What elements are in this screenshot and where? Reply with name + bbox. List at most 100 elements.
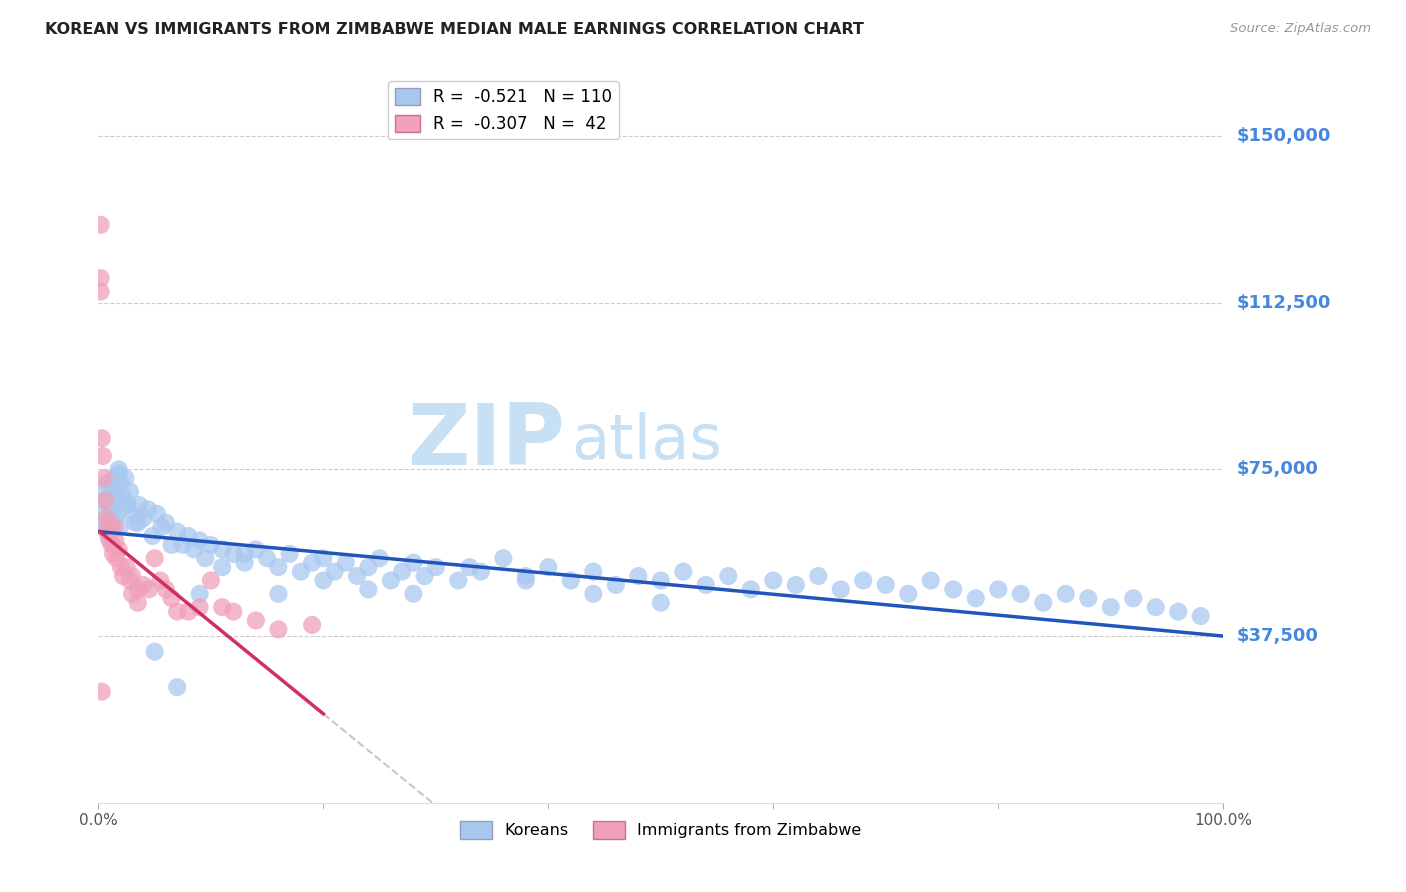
Point bbox=[965, 591, 987, 606]
Point bbox=[93, 471, 115, 485]
Legend: Koreans, Immigrants from Zimbabwe: Koreans, Immigrants from Zimbabwe bbox=[454, 814, 868, 846]
Text: $75,000: $75,000 bbox=[1237, 460, 1319, 478]
Point bbox=[114, 471, 136, 485]
Point bbox=[830, 582, 852, 597]
Point bbox=[90, 271, 112, 285]
Point bbox=[188, 587, 211, 601]
Point bbox=[188, 533, 211, 548]
Point bbox=[177, 605, 200, 619]
Point bbox=[127, 582, 149, 597]
Point bbox=[335, 556, 357, 570]
Point bbox=[323, 565, 346, 579]
Point bbox=[110, 560, 132, 574]
Point bbox=[101, 538, 124, 552]
Text: atlas: atlas bbox=[571, 411, 721, 472]
Point bbox=[107, 462, 129, 476]
Point bbox=[413, 569, 436, 583]
Point bbox=[141, 529, 163, 543]
Point bbox=[100, 480, 122, 494]
Point bbox=[118, 484, 141, 499]
Point bbox=[650, 574, 672, 588]
Point bbox=[194, 551, 217, 566]
Point bbox=[875, 578, 897, 592]
Point bbox=[103, 511, 125, 525]
Point bbox=[492, 551, 515, 566]
Point bbox=[740, 582, 762, 597]
Point bbox=[97, 529, 120, 543]
Point bbox=[582, 565, 605, 579]
Point bbox=[447, 574, 470, 588]
Point bbox=[425, 560, 447, 574]
Point bbox=[96, 516, 118, 530]
Point bbox=[90, 684, 112, 698]
Point bbox=[515, 569, 537, 583]
Point bbox=[117, 498, 139, 512]
Point bbox=[107, 467, 129, 481]
Point bbox=[166, 680, 188, 694]
Point bbox=[1010, 587, 1032, 601]
Point bbox=[346, 569, 368, 583]
Point bbox=[458, 560, 481, 574]
Point bbox=[104, 484, 127, 499]
Point bbox=[177, 529, 200, 543]
Point bbox=[200, 538, 222, 552]
Point bbox=[267, 587, 290, 601]
Point bbox=[852, 574, 875, 588]
Point bbox=[211, 600, 233, 615]
Point bbox=[124, 516, 146, 530]
Point bbox=[762, 574, 785, 588]
Point bbox=[211, 542, 233, 557]
Point bbox=[104, 533, 127, 548]
Point bbox=[172, 538, 194, 552]
Point bbox=[391, 565, 413, 579]
Point bbox=[222, 547, 245, 561]
Point bbox=[290, 565, 312, 579]
Point bbox=[149, 574, 172, 588]
Point bbox=[402, 556, 425, 570]
Point bbox=[138, 582, 160, 597]
Point bbox=[470, 565, 492, 579]
Point bbox=[128, 498, 150, 512]
Point bbox=[146, 507, 169, 521]
Point bbox=[90, 520, 112, 534]
Point bbox=[312, 551, 335, 566]
Point bbox=[121, 569, 143, 583]
Point bbox=[222, 605, 245, 619]
Point bbox=[695, 578, 717, 592]
Point bbox=[1167, 605, 1189, 619]
Point bbox=[368, 551, 391, 566]
Text: Source: ZipAtlas.com: Source: ZipAtlas.com bbox=[1230, 22, 1371, 36]
Text: $150,000: $150,000 bbox=[1237, 127, 1331, 145]
Point bbox=[627, 569, 650, 583]
Point bbox=[107, 507, 129, 521]
Point bbox=[127, 516, 149, 530]
Point bbox=[100, 520, 122, 534]
Point bbox=[301, 618, 323, 632]
Point bbox=[357, 560, 380, 574]
Point bbox=[115, 560, 138, 574]
Point bbox=[211, 560, 233, 574]
Point bbox=[160, 591, 183, 606]
Point bbox=[90, 285, 112, 299]
Point bbox=[91, 507, 114, 521]
Point bbox=[98, 507, 121, 521]
Point bbox=[94, 493, 117, 508]
Point bbox=[94, 484, 117, 499]
Point bbox=[90, 431, 112, 445]
Point bbox=[166, 605, 188, 619]
Point bbox=[717, 569, 740, 583]
Point bbox=[105, 551, 128, 566]
Point bbox=[582, 587, 605, 601]
Point bbox=[650, 596, 672, 610]
Point bbox=[183, 542, 205, 557]
Point bbox=[101, 502, 124, 516]
Point bbox=[200, 574, 222, 588]
Point bbox=[96, 475, 118, 490]
Point bbox=[233, 547, 256, 561]
Text: KOREAN VS IMMIGRANTS FROM ZIMBABWE MEDIAN MALE EARNINGS CORRELATION CHART: KOREAN VS IMMIGRANTS FROM ZIMBABWE MEDIA… bbox=[45, 22, 863, 37]
Point bbox=[127, 596, 149, 610]
Point bbox=[920, 574, 942, 588]
Point bbox=[93, 493, 115, 508]
Point bbox=[143, 551, 166, 566]
Point bbox=[103, 520, 125, 534]
